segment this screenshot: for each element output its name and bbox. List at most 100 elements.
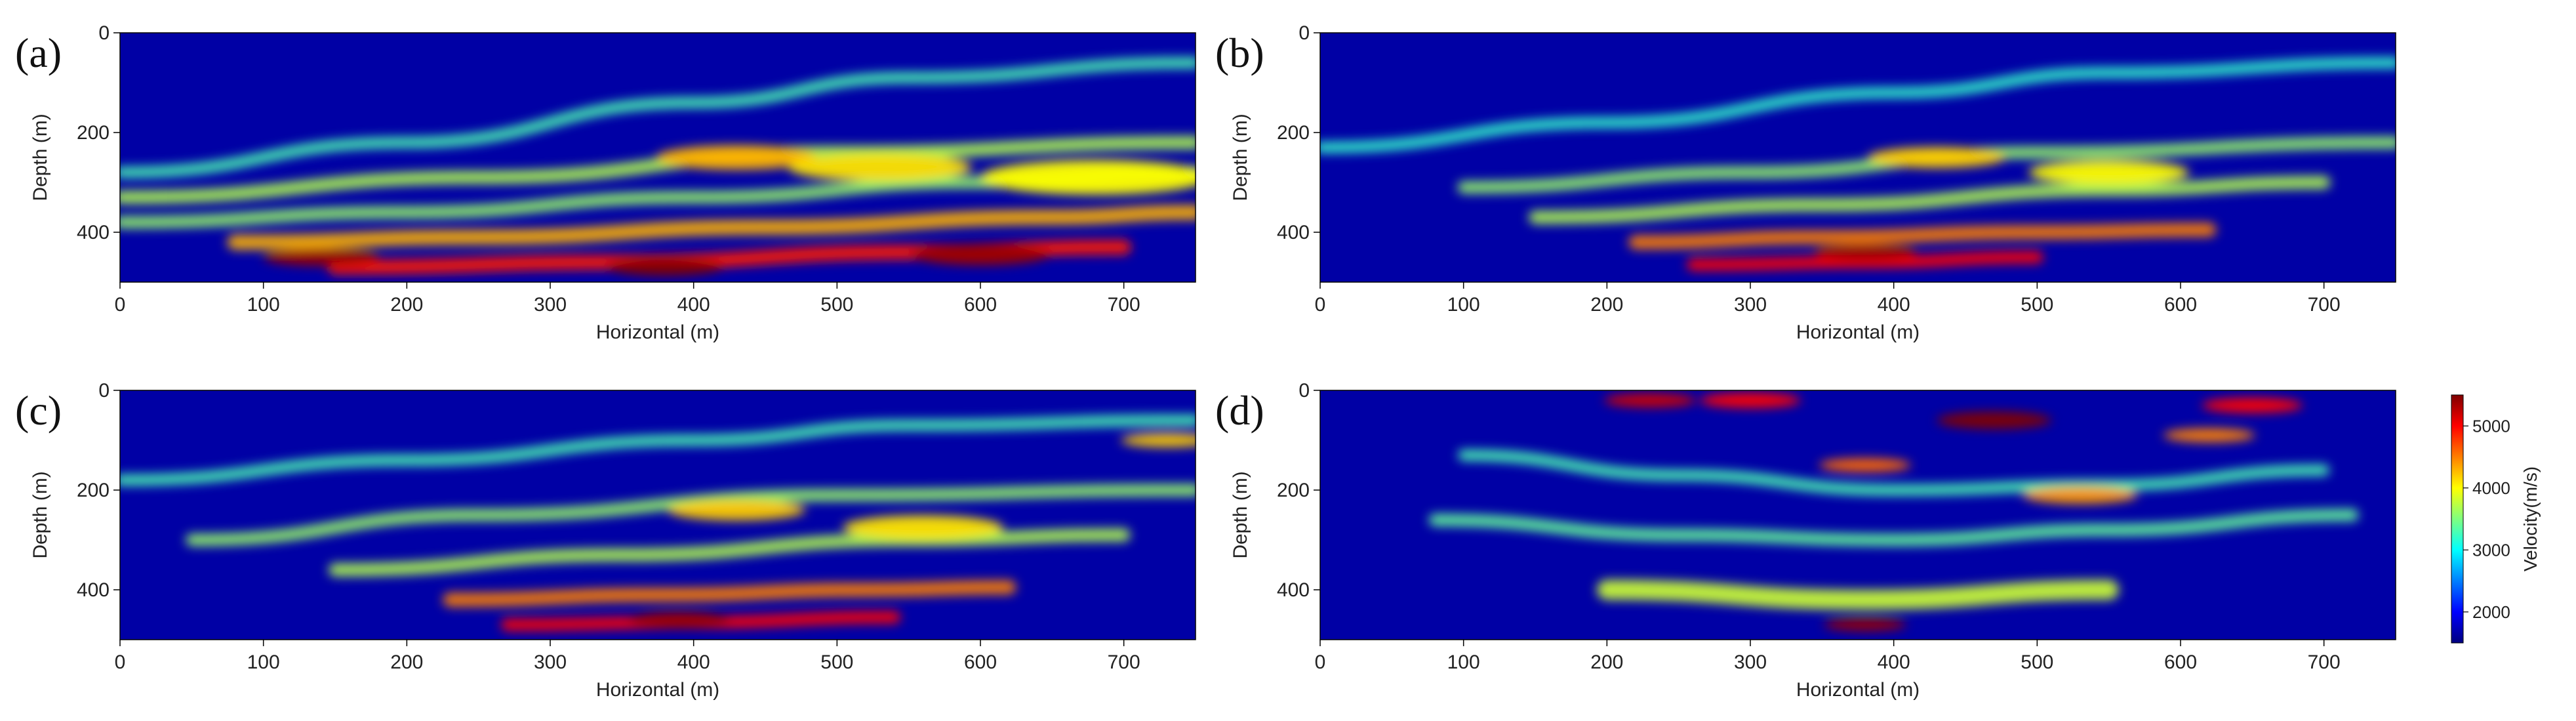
heatmap-area [1320, 33, 2396, 282]
velocity-layer [1597, 579, 2119, 610]
velocity-anomaly [1814, 244, 1916, 260]
x-tick-label: 600 [2164, 294, 2197, 316]
y-tick-label: 400 [1277, 222, 1310, 243]
heatmap-area [120, 33, 1196, 282]
y-tick-label: 400 [77, 579, 110, 601]
colorbar-tick-label: 3000 [2472, 540, 2510, 560]
x-tick-label: 700 [1108, 651, 1140, 673]
x-tick-label: 200 [1590, 294, 1623, 316]
colorbar-tick-label: 2000 [2472, 602, 2510, 622]
colorbar-tick-label: 4000 [2472, 478, 2510, 498]
velocity-features [120, 57, 1196, 276]
velocity-layer [1687, 251, 2043, 271]
velocity-anomaly [607, 258, 723, 276]
velocity-layer [227, 205, 1196, 250]
colorbar-gradient [2451, 394, 2464, 644]
y-axis-label: Depth (m) [30, 113, 51, 201]
panel-a: 0 100 200 300 400 500 600 700 0 200 400 Horizontal … [15, 22, 1196, 343]
x-tick-label: 100 [1447, 651, 1480, 673]
x-tick-label: 300 [1734, 651, 1767, 673]
panel-label: (d) [1215, 387, 1264, 434]
x-tick-label: 300 [1734, 294, 1767, 316]
y-tick-label: 400 [77, 222, 110, 243]
colorbar-tick-label: 5000 [2472, 416, 2510, 436]
velocity-layer [443, 580, 1016, 607]
velocity-layer [329, 528, 1131, 577]
x-axis-label: Horizontal (m) [596, 679, 719, 701]
velocity-features [120, 415, 1196, 631]
y-tick-label: 200 [77, 480, 110, 501]
panel-label: (c) [15, 387, 62, 434]
x-tick-label: 300 [534, 294, 567, 316]
x-axis-label: Horizontal (m) [1796, 321, 1920, 343]
panel-label: (b) [1215, 30, 1264, 76]
x-tick-label: 400 [1878, 294, 1910, 316]
y-tick-label: 0 [98, 380, 110, 402]
y-tick-label: 200 [77, 122, 110, 144]
velocity-anomaly [980, 159, 1196, 195]
velocity-anomaly [1823, 618, 1906, 631]
x-tick-label: 500 [2021, 651, 2053, 673]
panel-d: 0 100 200 300 400 500 600 700 0 200 400 Horizontal … [1215, 380, 2396, 701]
axes-frame [1319, 32, 2396, 283]
axes-frame [1319, 390, 2396, 640]
velocity-anomaly [1819, 458, 1911, 472]
velocity-anomaly [1700, 392, 1801, 408]
y-tick-label: 200 [1277, 122, 1310, 144]
velocity-layer [1529, 176, 2331, 224]
colorbar: 2000 3000 4000 5000 Velocity(m/s) [2451, 394, 2541, 644]
velocity-anomaly [656, 145, 817, 170]
heatmap-area [1320, 390, 2396, 640]
y-axis-label: Depth (m) [30, 471, 51, 558]
x-tick-label: 0 [1315, 651, 1326, 673]
velocity-anomaly [1868, 147, 2006, 168]
velocity-anomaly [1121, 433, 1196, 447]
velocity-anomaly [2202, 398, 2303, 413]
x-tick-label: 600 [964, 651, 997, 673]
velocity-layer [1458, 449, 2330, 496]
velocity-layer [120, 136, 1196, 204]
x-tick-label: 0 [1315, 294, 1326, 316]
x-tick-label: 100 [1447, 294, 1480, 316]
x-tick-label: 600 [964, 294, 997, 316]
velocity-anomaly [628, 611, 730, 628]
x-tick-label: 400 [677, 294, 710, 316]
velocity-anomaly [2028, 160, 2190, 185]
y-tick-label: 400 [1277, 579, 1310, 601]
velocity-layer [1320, 57, 2396, 154]
velocity-layer [1428, 508, 2359, 546]
velocity-anomaly [2163, 428, 2255, 443]
x-tick-label: 400 [1878, 651, 1910, 673]
colorbar-label: Velocity(m/s) [2520, 466, 2541, 571]
axes-frame [119, 390, 1196, 640]
velocity-anomaly [668, 499, 806, 521]
heatmap-area [120, 390, 1196, 640]
velocity-layer [1628, 222, 2217, 249]
velocity-layer [120, 415, 1196, 486]
velocity-features [1320, 57, 2396, 271]
x-axis-label: Horizontal (m) [1796, 679, 1920, 701]
panel-c: 0 100 200 300 400 500 600 700 0 200 400 Horizontal … [15, 380, 1196, 701]
x-tick-label: 200 [390, 651, 423, 673]
x-axis-label: Horizontal (m) [596, 321, 719, 343]
x-tick-label: 100 [247, 651, 280, 673]
velocity-layer [120, 57, 1196, 178]
x-tick-label: 500 [820, 294, 853, 316]
velocity-layer [186, 484, 1196, 546]
velocity-anomaly [843, 515, 1003, 540]
velocity-anomaly [2023, 486, 2138, 504]
x-tick-label: 200 [390, 294, 423, 316]
y-tick-label: 0 [1298, 380, 1310, 402]
x-tick-label: 0 [115, 294, 126, 316]
x-tick-label: 300 [534, 651, 567, 673]
x-tick-label: 700 [2308, 651, 2341, 673]
y-axis-label: Depth (m) [1230, 113, 1251, 201]
y-axis-label: Depth (m) [1230, 471, 1251, 558]
velocity-features [1428, 392, 2359, 631]
velocity-anomaly [912, 244, 1049, 266]
y-tick-label: 200 [1277, 480, 1310, 501]
velocity-anomaly [1937, 411, 2052, 429]
axes-frame [119, 32, 1196, 283]
x-tick-label: 500 [2021, 294, 2053, 316]
